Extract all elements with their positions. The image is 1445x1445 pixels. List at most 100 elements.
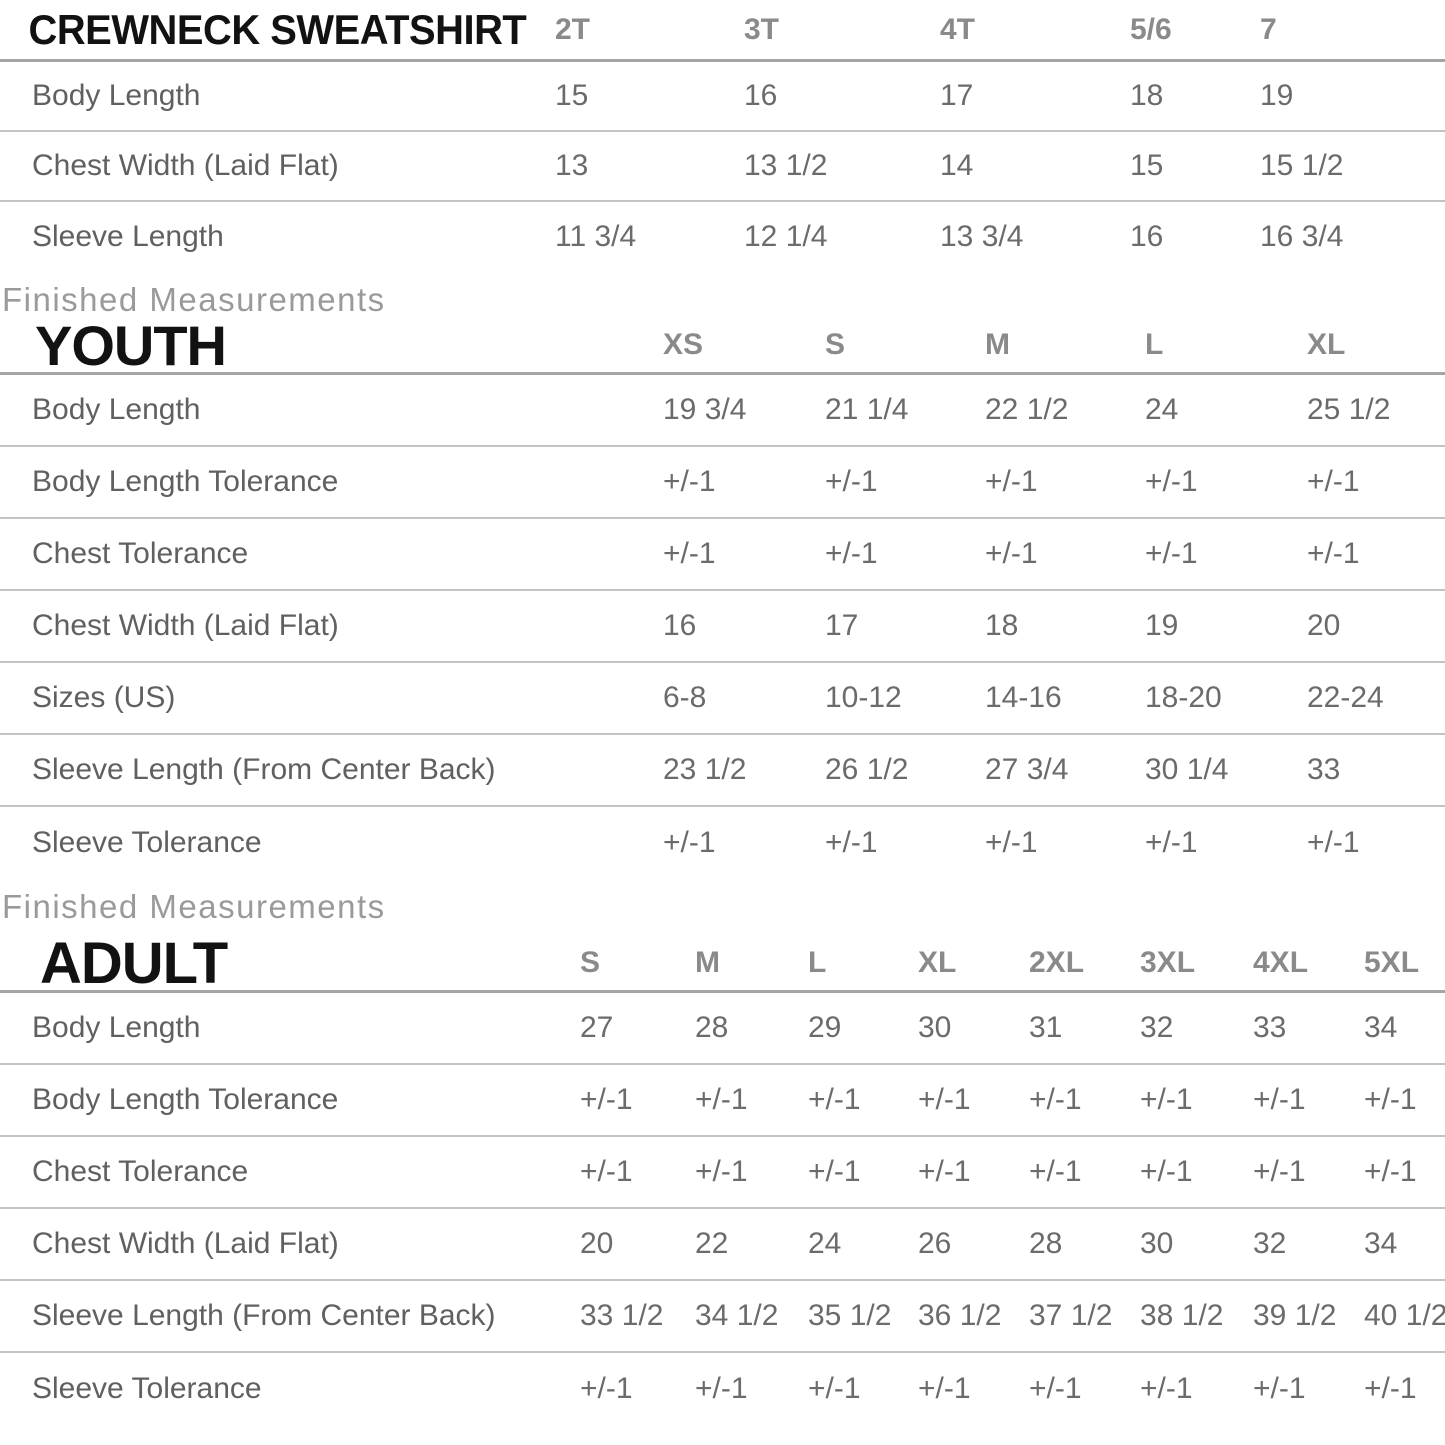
cell-value: +/-1: [825, 826, 878, 859]
cell-value: 16 3/4: [1260, 220, 1344, 253]
cell-value: 19 3/4: [663, 393, 747, 426]
size-column-header: S: [580, 946, 601, 979]
cell-value: 28: [1029, 1227, 1063, 1260]
cell-value: +/-1: [1029, 1155, 1082, 1188]
cell-value: 14-16: [985, 681, 1062, 714]
table-row: Sleeve Tolerance +/-1 +/-1 +/-1 +/-1 +/-…: [0, 1353, 1445, 1425]
cell-value: +/-1: [985, 826, 1038, 859]
size-column-header: L: [808, 946, 827, 979]
row-label: Sizes (US): [32, 681, 176, 714]
cell-value: +/-1: [663, 537, 716, 570]
table-title: CREWNECK SWEATSHIRT: [28, 5, 527, 53]
table-header-row: CREWNECK SWEATSHIRT 2T 3T 4T 5/6 7: [0, 0, 1445, 62]
cell-value: +/-1: [1145, 465, 1198, 498]
size-column-header: XL: [918, 946, 957, 979]
cell-value: 34 1/2: [695, 1299, 779, 1332]
row-label: Chest Width (Laid Flat): [32, 609, 339, 642]
cell-value: 13: [555, 149, 589, 182]
size-column-header: 3T: [744, 12, 780, 46]
cell-value: 28: [695, 1011, 729, 1044]
cell-value: 26: [918, 1227, 952, 1260]
cell-value: +/-1: [1364, 1372, 1417, 1405]
cell-value: +/-1: [1307, 465, 1360, 498]
cell-value: 16: [744, 79, 778, 112]
section-heading-finished-measurements: Finished Measurements: [2, 888, 386, 925]
cell-value: 10-12: [825, 681, 902, 714]
row-label: Chest Width (Laid Flat): [32, 149, 339, 182]
cell-value: +/-1: [695, 1155, 748, 1188]
size-column-header: 2T: [555, 12, 591, 46]
cell-value: 33: [1253, 1011, 1287, 1044]
table-row: Body Length 19 3/4 21 1/4 22 1/2 24 25 1…: [0, 375, 1445, 447]
row-label: Chest Tolerance: [32, 537, 249, 570]
size-column-header: 7: [1260, 12, 1277, 46]
cell-value: 38 1/2: [1140, 1299, 1224, 1332]
cell-value: 18: [1130, 79, 1164, 112]
table-row: Sleeve Length (From Center Back) 23 1/2 …: [0, 735, 1445, 807]
cell-value: +/-1: [580, 1155, 633, 1188]
cell-value: 29: [808, 1011, 842, 1044]
cell-value: 18: [985, 609, 1019, 642]
cell-value: +/-1: [985, 537, 1038, 570]
cell-value: 18-20: [1145, 681, 1222, 714]
size-column-header: XL: [1307, 328, 1346, 361]
cell-value: +/-1: [985, 465, 1038, 498]
cell-value: 30: [1140, 1227, 1174, 1260]
row-label: Sleeve Length: [32, 220, 224, 253]
cell-value: 22: [695, 1227, 729, 1260]
table-title: YOUTH: [35, 314, 227, 378]
size-column-header: XS: [663, 328, 704, 361]
cell-value: 11 3/4: [555, 220, 637, 253]
section-heading-finished-measurements: Finished Measurements: [2, 281, 386, 318]
cell-value: +/-1: [1253, 1083, 1306, 1116]
cell-value: +/-1: [1029, 1083, 1082, 1116]
cell-value: +/-1: [1253, 1155, 1306, 1188]
size-column-header: M: [985, 328, 1010, 361]
size-column-header: 4XL: [1253, 946, 1309, 979]
row-label: Sleeve Length (From Center Back): [32, 1299, 496, 1332]
row-label: Body Length Tolerance: [32, 465, 339, 498]
cell-value: +/-1: [918, 1083, 971, 1116]
table-row: Chest Width (Laid Flat) 16 17 18 19 20: [0, 591, 1445, 663]
table-title: ADULT: [40, 930, 228, 996]
cell-value: 34: [1364, 1227, 1398, 1260]
cell-value: 15 1/2: [1260, 149, 1344, 182]
row-label: Sleeve Tolerance: [32, 826, 262, 859]
cell-value: +/-1: [1145, 537, 1198, 570]
row-label: Body Length: [32, 393, 201, 426]
cell-value: 35 1/2: [808, 1299, 892, 1332]
cell-value: +/-1: [580, 1372, 633, 1405]
table-row: Chest Width (Laid Flat) 20 22 24 26 28 3…: [0, 1209, 1445, 1281]
cell-value: +/-1: [663, 465, 716, 498]
cell-value: 30 1/4: [1145, 753, 1229, 786]
cell-value: 23 1/2: [663, 753, 747, 786]
cell-value: +/-1: [918, 1372, 971, 1405]
table-header-row: YOUTH XS S M L XL: [0, 314, 1445, 378]
cell-value: 30: [918, 1011, 952, 1044]
cell-value: 17: [825, 609, 859, 642]
size-column-header: 5XL: [1364, 946, 1420, 979]
table-row: Body Length Tolerance +/-1 +/-1 +/-1 +/-…: [0, 1065, 1445, 1137]
cell-value: 14: [940, 149, 974, 182]
cell-value: 13 3/4: [940, 220, 1024, 253]
adult-size-table: ADULT S M L XL 2XL 3XL 4XL 5XL Body Leng…: [0, 926, 1445, 1425]
size-column-header: S: [825, 328, 846, 361]
cell-value: 17: [940, 79, 974, 112]
cell-value: +/-1: [1029, 1372, 1082, 1405]
size-column-header: L: [1145, 328, 1164, 361]
table-row: Sleeve Length 11 3/4 12 1/4 13 3/4 16 16…: [0, 202, 1445, 272]
table-row: Sleeve Length (From Center Back) 33 1/2 …: [0, 1281, 1445, 1353]
cell-value: 25 1/2: [1307, 393, 1391, 426]
cell-value: 40 1/2: [1364, 1299, 1445, 1332]
size-column-header: 2XL: [1029, 946, 1085, 979]
cell-value: 19: [1145, 609, 1179, 642]
cell-value: +/-1: [1307, 537, 1360, 570]
table-row: Chest Tolerance +/-1 +/-1 +/-1 +/-1 +/-1…: [0, 1137, 1445, 1209]
cell-value: +/-1: [825, 465, 878, 498]
cell-value: +/-1: [918, 1155, 971, 1188]
row-label: Chest Width (Laid Flat): [32, 1227, 339, 1260]
size-column-header: 3XL: [1140, 946, 1196, 979]
cell-value: +/-1: [1253, 1372, 1306, 1405]
cell-value: 32: [1253, 1227, 1287, 1260]
